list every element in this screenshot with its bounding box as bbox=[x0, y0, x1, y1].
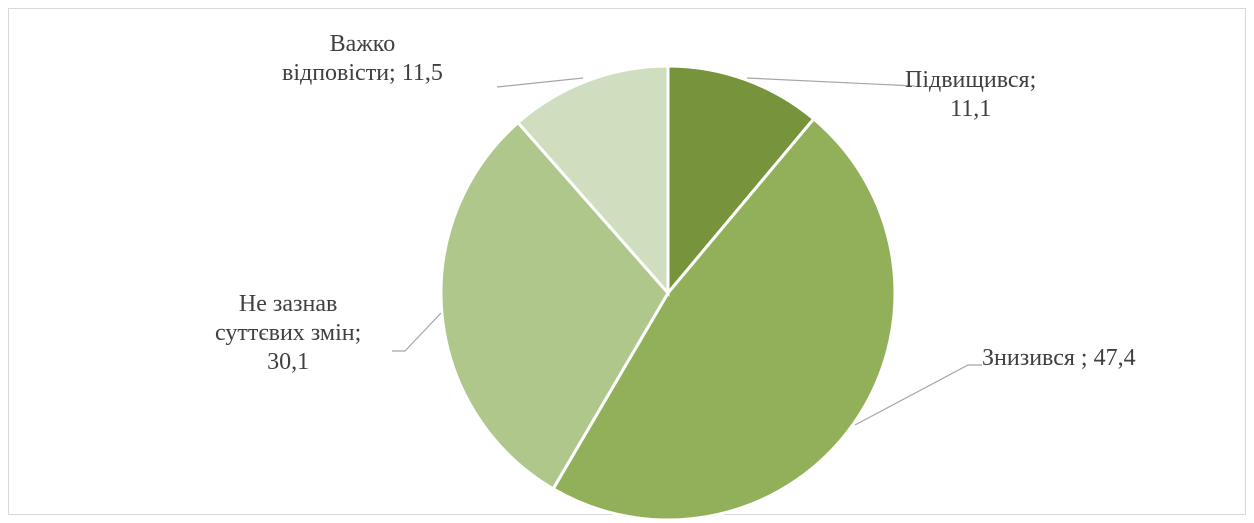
label-line: 30,1 bbox=[267, 349, 310, 375]
label-line: Важко bbox=[329, 31, 396, 57]
data-label-vazhko: Важко відповісти; 11,5 bbox=[282, 30, 443, 88]
data-label-pidvyshchyvsia: Підвищився; 11,1 bbox=[905, 66, 1036, 124]
data-label-ne-zaznav: Не зазнав суттєвих змін; 30,1 bbox=[215, 290, 361, 377]
label-line: 11,1 bbox=[950, 96, 992, 122]
slice-vazhko bbox=[515, 64, 670, 297]
leader-line bbox=[496, 77, 584, 88]
label-line: суттєвих змін; bbox=[215, 320, 362, 346]
slice-znyzyvsia bbox=[551, 116, 897, 522]
slice-ne-zaznav bbox=[439, 120, 670, 491]
label-line: Підвищився; bbox=[905, 67, 1037, 93]
label-line: Знизився ; 47,4 bbox=[982, 345, 1136, 371]
label-line: відповісти; 11,5 bbox=[282, 60, 443, 86]
leader-line bbox=[746, 77, 916, 87]
data-label-znyzyvsia: Знизився ; 47,4 bbox=[982, 344, 1136, 373]
leader-line bbox=[854, 364, 982, 426]
leader-line bbox=[392, 312, 442, 352]
slice-pidvyshchyvsia bbox=[666, 64, 816, 298]
label-line: Не зазнав bbox=[238, 291, 338, 317]
